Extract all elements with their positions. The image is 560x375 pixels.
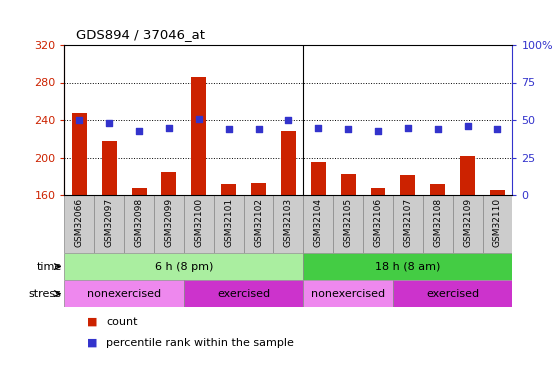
Bar	[102, 141, 116, 195]
Bar	[304, 280, 393, 307]
Bar	[124, 195, 154, 253]
Bar	[400, 176, 416, 195]
Bar	[192, 77, 206, 195]
Bar	[64, 195, 94, 253]
Point	[165, 124, 174, 130]
Text: exercised: exercised	[217, 289, 270, 298]
Bar	[273, 195, 304, 253]
Text: GSM32099: GSM32099	[165, 198, 174, 247]
Bar	[184, 195, 214, 253]
Point	[254, 126, 263, 132]
Text: GDS894 / 37046_at: GDS894 / 37046_at	[76, 28, 204, 41]
Bar	[423, 195, 452, 253]
Text: GSM32108: GSM32108	[433, 198, 442, 247]
Bar	[490, 190, 505, 195]
Text: ■: ■	[87, 317, 97, 327]
Point	[433, 126, 442, 132]
Text: count: count	[106, 317, 138, 327]
Text: GSM32104: GSM32104	[314, 198, 323, 247]
Text: GSM32102: GSM32102	[254, 198, 263, 247]
Bar	[452, 195, 483, 253]
Point	[403, 124, 412, 130]
Point	[344, 126, 353, 132]
Text: GSM32097: GSM32097	[105, 198, 114, 247]
Bar	[214, 195, 244, 253]
Point	[134, 128, 143, 134]
Bar	[393, 280, 512, 307]
Text: 6 h (8 pm): 6 h (8 pm)	[155, 262, 213, 272]
Point	[374, 128, 382, 134]
Bar	[333, 195, 363, 253]
Text: GSM32107: GSM32107	[403, 198, 412, 247]
Point	[105, 120, 114, 126]
Bar	[94, 195, 124, 253]
Bar	[393, 195, 423, 253]
Bar	[304, 253, 512, 280]
Text: GSM32098: GSM32098	[134, 198, 143, 247]
Bar	[311, 162, 326, 195]
Bar	[244, 195, 273, 253]
Text: nonexercised: nonexercised	[87, 289, 161, 298]
Bar	[483, 195, 512, 253]
Text: GSM32103: GSM32103	[284, 198, 293, 247]
Bar	[251, 183, 266, 195]
Bar	[281, 131, 296, 195]
Text: GSM32105: GSM32105	[344, 198, 353, 247]
Bar	[184, 280, 304, 307]
Text: nonexercised: nonexercised	[311, 289, 385, 298]
Bar	[154, 195, 184, 253]
Point	[194, 116, 203, 122]
Bar	[430, 184, 445, 195]
Text: GSM32100: GSM32100	[194, 198, 203, 247]
Text: time: time	[36, 262, 62, 272]
Point	[284, 117, 293, 123]
Bar	[64, 253, 304, 280]
Text: 18 h (8 am): 18 h (8 am)	[375, 262, 441, 272]
Text: GSM32110: GSM32110	[493, 198, 502, 247]
Text: percentile rank within the sample: percentile rank within the sample	[106, 338, 294, 348]
Bar	[221, 184, 236, 195]
Point	[75, 117, 84, 123]
Point	[493, 126, 502, 132]
Text: GSM32066: GSM32066	[75, 198, 84, 247]
Point	[224, 126, 233, 132]
Text: exercised: exercised	[426, 289, 479, 298]
Text: GSM32109: GSM32109	[463, 198, 472, 247]
Bar	[340, 174, 356, 195]
Bar	[371, 188, 385, 195]
Text: stress: stress	[29, 289, 62, 298]
Point	[314, 124, 323, 130]
Bar	[161, 172, 176, 195]
Bar	[132, 188, 147, 195]
Bar	[304, 195, 333, 253]
Bar	[64, 280, 184, 307]
Bar	[72, 112, 87, 195]
Text: GSM32106: GSM32106	[374, 198, 382, 247]
Text: GSM32101: GSM32101	[224, 198, 233, 247]
Point	[463, 123, 472, 129]
Bar	[460, 156, 475, 195]
Bar	[363, 195, 393, 253]
Text: ■: ■	[87, 338, 97, 348]
